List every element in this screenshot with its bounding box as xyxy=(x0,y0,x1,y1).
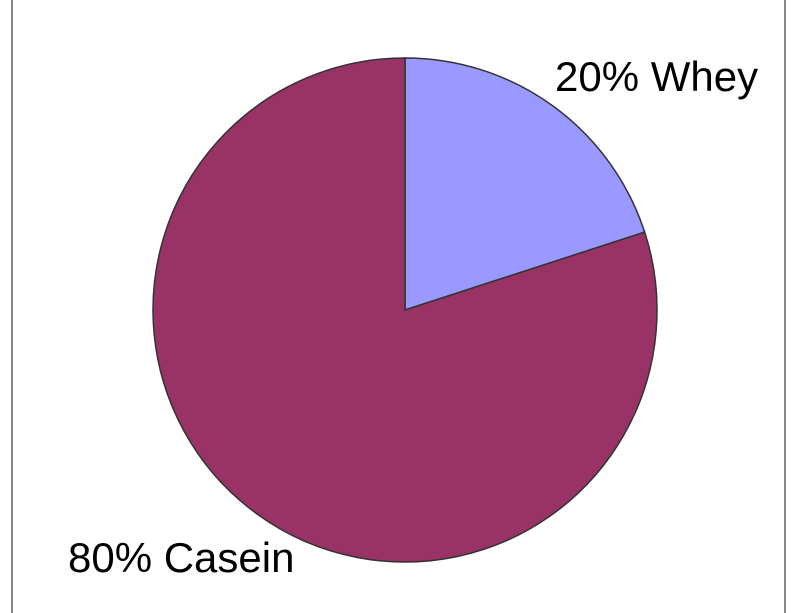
slice-label-casein: 80% Casein xyxy=(68,534,294,581)
slice-label-whey: 20% Whey xyxy=(555,53,758,100)
pie-slice-casein xyxy=(152,57,658,563)
pie-labels: 20% Whey 80% Casein xyxy=(68,53,758,581)
pie-slice-whey xyxy=(404,57,646,312)
pie-slices xyxy=(152,57,658,563)
